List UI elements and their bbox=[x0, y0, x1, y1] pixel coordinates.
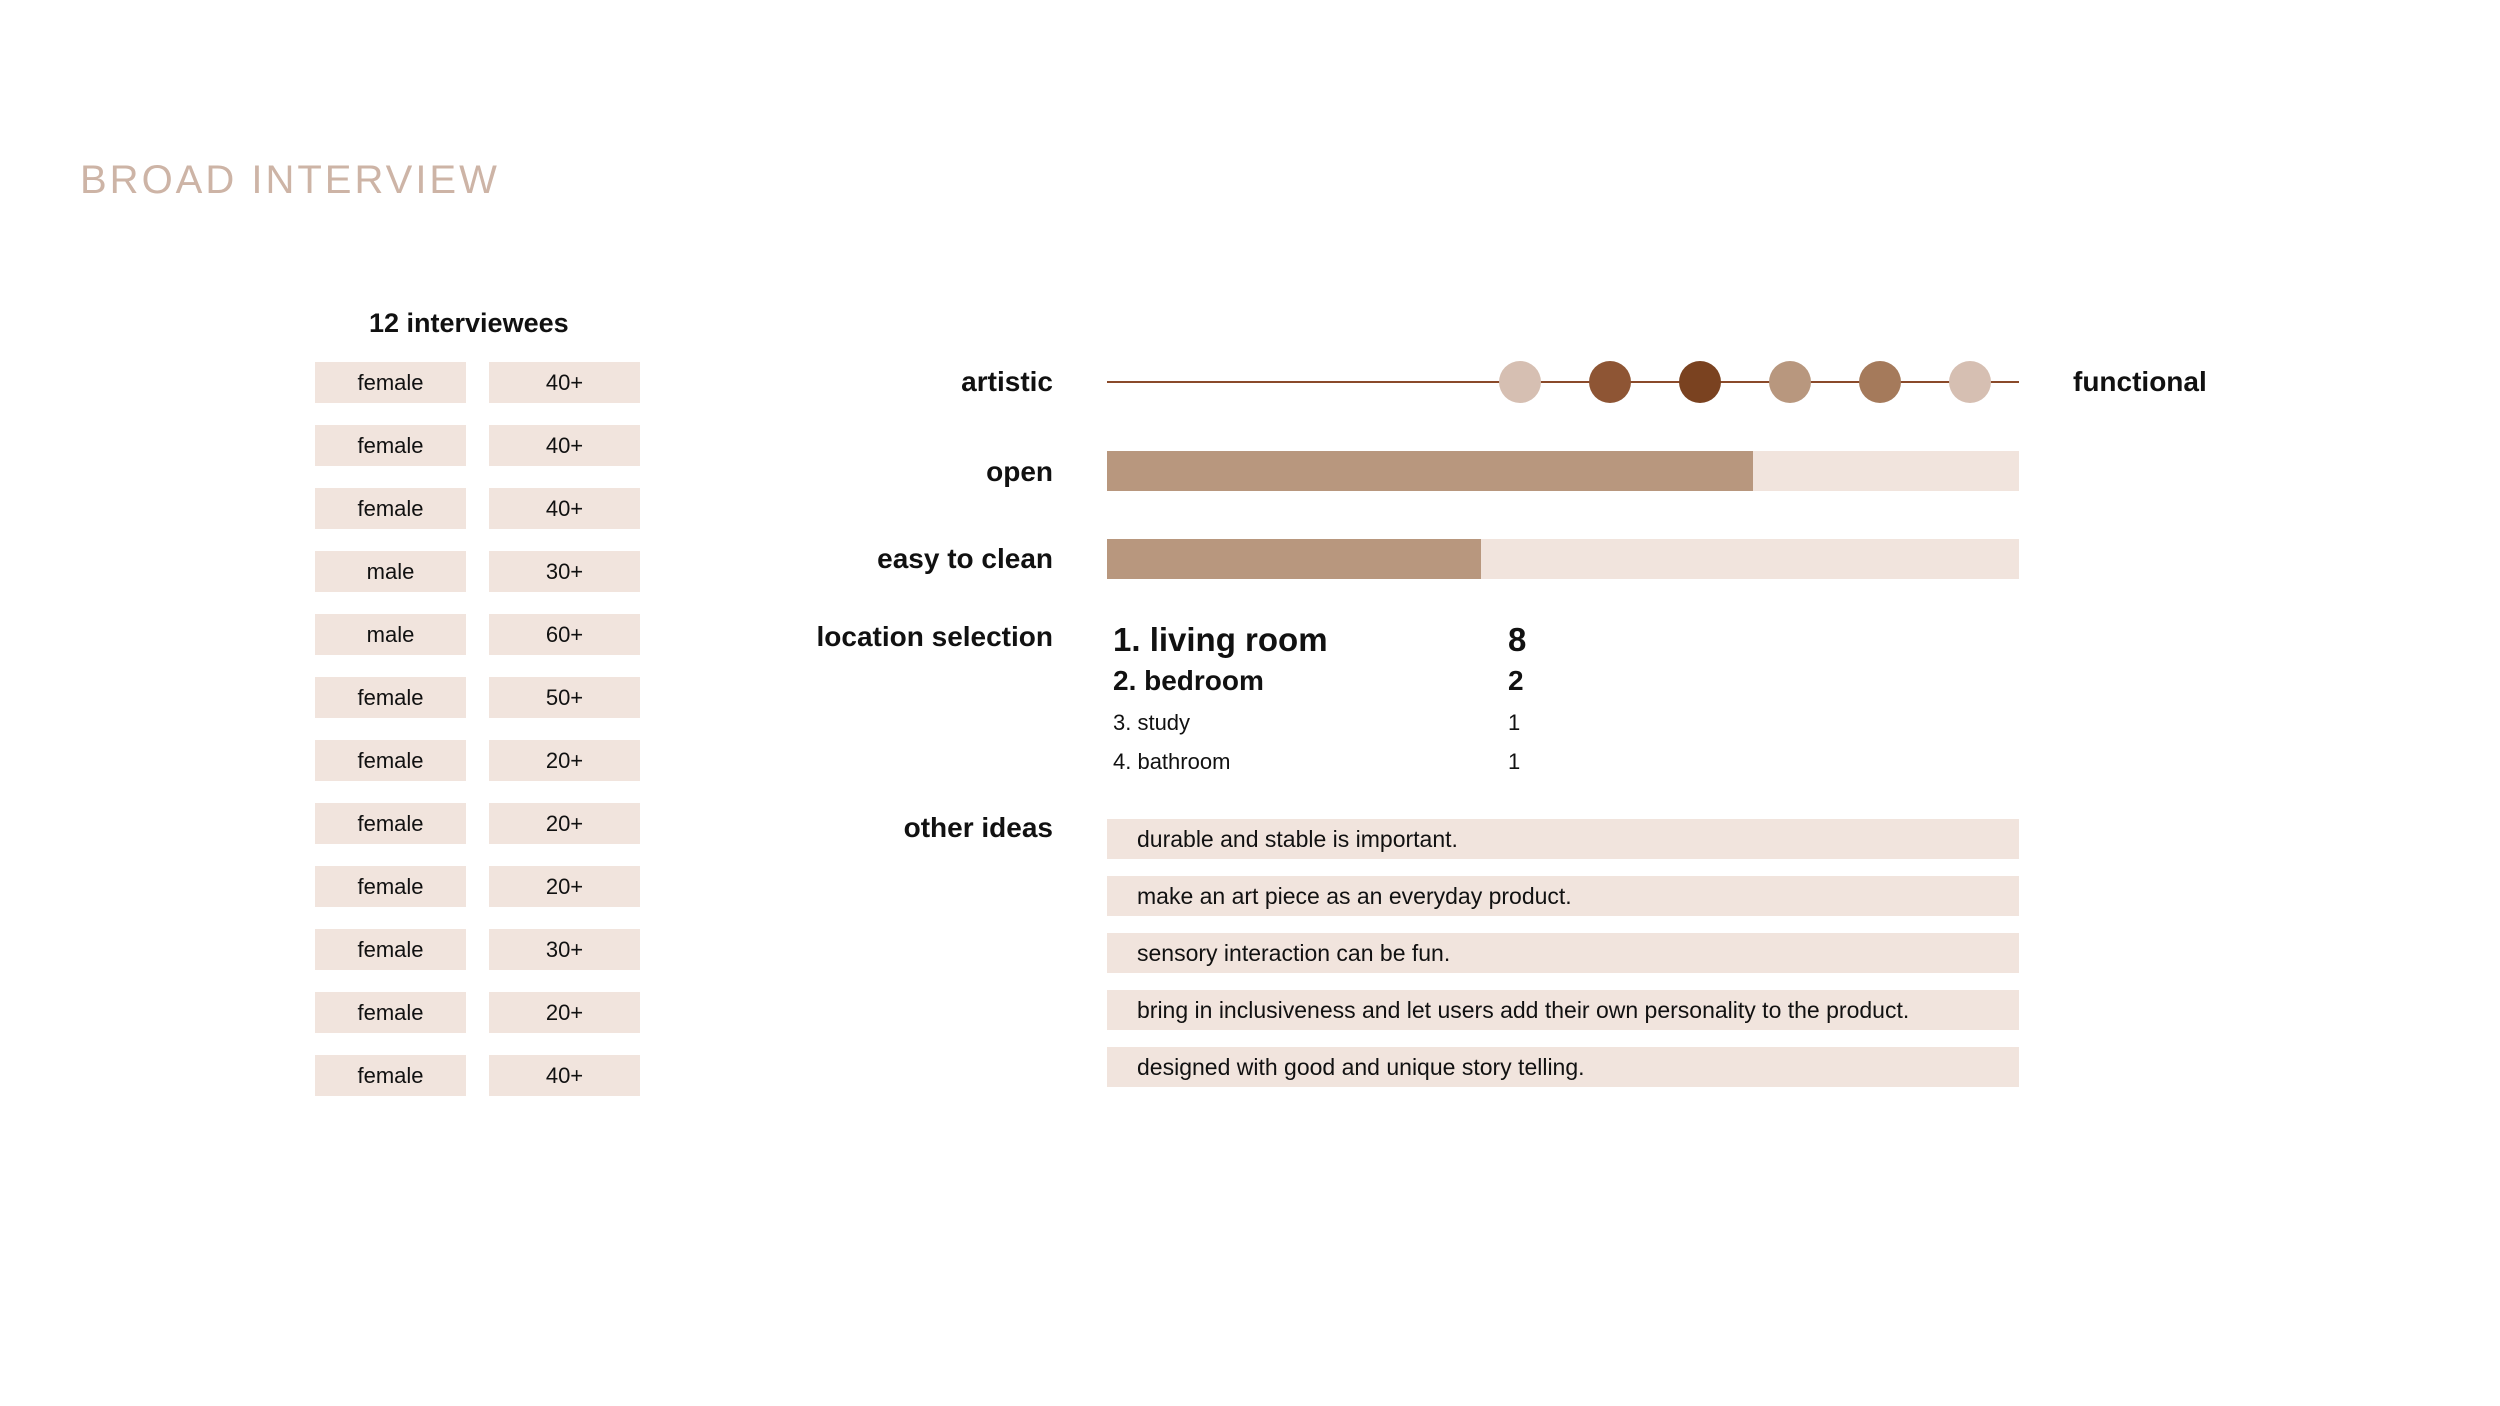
interviewee-age: 50+ bbox=[489, 677, 640, 718]
interviewee-gender: female bbox=[315, 866, 466, 907]
interviewee-age: 30+ bbox=[489, 551, 640, 592]
interviewee-gender: male bbox=[315, 551, 466, 592]
interviewee-row: female 20+ bbox=[315, 803, 640, 844]
interviewee-age: 40+ bbox=[489, 1055, 640, 1096]
interviewee-row: female 40+ bbox=[315, 488, 640, 529]
interviewees-heading: 12 interviewees bbox=[369, 308, 569, 338]
spectrum-left-label: artistic bbox=[961, 366, 1053, 397]
spectrum-right-label: functional bbox=[2073, 366, 2207, 397]
idea-item: bring in inclusiveness and let users add… bbox=[1107, 990, 2019, 1030]
interviewee-gender: female bbox=[315, 488, 466, 529]
interviewee-age: 60+ bbox=[489, 614, 640, 655]
interviewee-age: 20+ bbox=[489, 866, 640, 907]
idea-item: designed with good and unique story tell… bbox=[1107, 1047, 2019, 1087]
interviewee-gender: female bbox=[315, 425, 466, 466]
location-count: 1 bbox=[1508, 749, 1521, 774]
spectrum-dot bbox=[1499, 361, 1541, 403]
idea-item: make an art piece as an everyday product… bbox=[1107, 876, 2019, 916]
bar-fill-open bbox=[1107, 451, 1753, 491]
spectrum-dot bbox=[1949, 361, 1991, 403]
interviewee-row: female 40+ bbox=[315, 1055, 640, 1096]
bar-label-open: open bbox=[986, 456, 1053, 487]
bar-track-easy-to-clean bbox=[1107, 539, 2019, 579]
bar-label-easy-to-clean: easy to clean bbox=[877, 543, 1053, 574]
spectrum-dot bbox=[1859, 361, 1901, 403]
spectrum-dot bbox=[1589, 361, 1631, 403]
interviewee-gender: female bbox=[315, 677, 466, 718]
location-item: 3. study bbox=[1113, 710, 1191, 735]
interviewee-age: 20+ bbox=[489, 740, 640, 781]
interviewee-gender: female bbox=[315, 803, 466, 844]
location-item: 2. bedroom bbox=[1113, 665, 1264, 696]
location-count: 1 bbox=[1508, 710, 1521, 735]
idea-item: sensory interaction can be fun. bbox=[1107, 933, 2019, 973]
interviewee-gender: female bbox=[315, 362, 466, 403]
interviewee-age: 20+ bbox=[489, 803, 640, 844]
interviewee-age: 40+ bbox=[489, 488, 640, 529]
interviewee-row: female 20+ bbox=[315, 740, 640, 781]
spectrum-dot bbox=[1679, 361, 1721, 403]
interviewee-row: female 20+ bbox=[315, 866, 640, 907]
interviewee-gender: female bbox=[315, 740, 466, 781]
interviewee-row: male 30+ bbox=[315, 551, 640, 592]
spectrum-line bbox=[1107, 381, 2019, 383]
ideas-label: other ideas bbox=[903, 812, 1053, 843]
location-item: 4. bathroom bbox=[1113, 749, 1231, 774]
idea-item: durable and stable is important. bbox=[1107, 819, 2019, 859]
interviewee-row: male 60+ bbox=[315, 614, 640, 655]
interviewee-gender: female bbox=[315, 1055, 466, 1096]
interviewee-row: female 40+ bbox=[315, 425, 640, 466]
bar-track-open bbox=[1107, 451, 2019, 491]
page-title: BROAD INTERVIEW bbox=[80, 158, 500, 202]
interviewee-age: 20+ bbox=[489, 992, 640, 1033]
interviewee-row: female 50+ bbox=[315, 677, 640, 718]
spectrum-dot bbox=[1769, 361, 1811, 403]
interviewee-age: 40+ bbox=[489, 362, 640, 403]
interviewee-row: female 20+ bbox=[315, 992, 640, 1033]
location-label: location selection bbox=[816, 621, 1054, 652]
interviewee-age: 40+ bbox=[489, 425, 640, 466]
interviewee-gender: female bbox=[315, 992, 466, 1033]
location-item: 1. living room bbox=[1113, 621, 1328, 658]
interviewee-gender: female bbox=[315, 929, 466, 970]
interviewee-age: 30+ bbox=[489, 929, 640, 970]
location-count: 2 bbox=[1508, 665, 1524, 696]
location-count: 8 bbox=[1508, 621, 1527, 658]
interviewee-row: female 30+ bbox=[315, 929, 640, 970]
interviewee-gender: male bbox=[315, 614, 466, 655]
bar-fill-easy-to-clean bbox=[1107, 539, 1481, 579]
interviewee-row: female 40+ bbox=[315, 362, 640, 403]
